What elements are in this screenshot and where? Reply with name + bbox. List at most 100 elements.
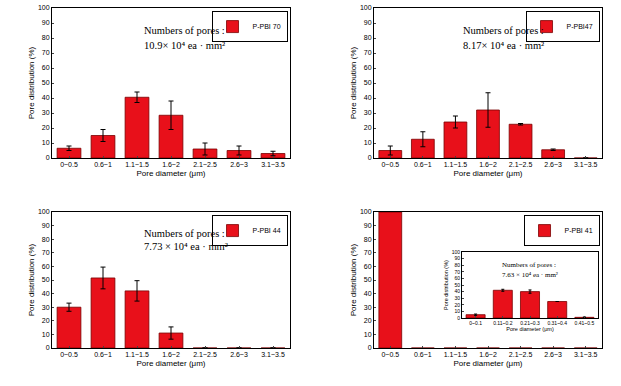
svg-text:100: 100 — [360, 208, 372, 215]
svg-text:60: 60 — [42, 263, 50, 270]
svg-text:100: 100 — [360, 4, 372, 11]
svg-text:50: 50 — [454, 282, 460, 288]
svg-text:0: 0 — [457, 315, 460, 321]
svg-text:Numbers of pores :: Numbers of pores : — [144, 228, 225, 239]
svg-text:1.6~2: 1.6~2 — [479, 161, 497, 168]
svg-text:2.1~2.5: 2.1~2.5 — [509, 351, 533, 358]
svg-text:Numbers of pores :: Numbers of pores : — [502, 261, 556, 269]
svg-text:90: 90 — [364, 19, 372, 26]
svg-text:P-PBI 70: P-PBI 70 — [253, 23, 281, 30]
svg-text:50: 50 — [42, 79, 50, 86]
svg-text:1.1~1.5: 1.1~1.5 — [125, 161, 149, 168]
svg-text:P-PBI 41: P-PBI 41 — [565, 227, 593, 234]
svg-text:10: 10 — [364, 139, 372, 146]
svg-text:40: 40 — [42, 94, 50, 101]
svg-text:40: 40 — [364, 290, 372, 297]
svg-text:P-PBI47: P-PBI47 — [567, 23, 593, 30]
svg-text:7.73 × 10⁴ ea · mm²: 7.73 × 10⁴ ea · mm² — [144, 241, 228, 252]
svg-text:30: 30 — [42, 304, 50, 311]
svg-text:50: 50 — [364, 79, 372, 86]
svg-text:2.1~2.5: 2.1~2.5 — [193, 161, 217, 168]
svg-text:3.1~3.5: 3.1~3.5 — [261, 161, 285, 168]
svg-text:0~0.5: 0~0.5 — [381, 351, 399, 358]
svg-text:0.6~1: 0.6~1 — [94, 351, 112, 358]
svg-text:50: 50 — [364, 276, 372, 283]
svg-text:20: 20 — [42, 317, 50, 324]
svg-text:Pore diameter (μm): Pore diameter (μm) — [136, 359, 205, 368]
svg-text:70: 70 — [42, 249, 50, 256]
svg-text:1.1~1.5: 1.1~1.5 — [444, 161, 468, 168]
svg-text:70: 70 — [42, 49, 50, 56]
svg-text:10: 10 — [364, 331, 372, 338]
svg-text:70: 70 — [364, 49, 372, 56]
svg-text:2.6~3: 2.6~3 — [230, 351, 248, 358]
svg-text:0~0.1: 0~0.1 — [469, 320, 482, 326]
svg-text:100: 100 — [38, 208, 50, 215]
svg-text:0.6~1: 0.6~1 — [414, 161, 432, 168]
svg-text:2.6~3: 2.6~3 — [544, 161, 562, 168]
svg-text:80: 80 — [364, 236, 372, 243]
svg-text:90: 90 — [42, 19, 50, 26]
svg-text:3.1~3.5: 3.1~3.5 — [574, 351, 598, 358]
svg-text:10: 10 — [42, 139, 50, 146]
svg-text:100: 100 — [452, 249, 461, 255]
svg-text:0: 0 — [368, 344, 372, 351]
svg-text:1.6~2: 1.6~2 — [162, 351, 180, 358]
svg-text:2.6~3: 2.6~3 — [230, 161, 248, 168]
svg-text:0: 0 — [368, 154, 372, 161]
svg-text:3.1~3.5: 3.1~3.5 — [574, 161, 598, 168]
svg-text:0~0.5: 0~0.5 — [60, 351, 78, 358]
svg-text:90: 90 — [364, 222, 372, 229]
svg-text:0: 0 — [46, 344, 50, 351]
svg-text:Pore distribution (%): Pore distribution (%) — [27, 46, 36, 119]
svg-text:30: 30 — [364, 109, 372, 116]
svg-text:8.17× 10⁴ ea · mm²: 8.17× 10⁴ ea · mm² — [463, 40, 544, 51]
svg-text:1.6~2: 1.6~2 — [479, 351, 497, 358]
svg-text:10: 10 — [454, 308, 460, 314]
svg-text:0.41~0.5: 0.41~0.5 — [575, 320, 595, 326]
svg-text:40: 40 — [454, 288, 460, 294]
svg-text:7.63 × 10⁴ ea · mm²: 7.63 × 10⁴ ea · mm² — [502, 271, 558, 279]
svg-text:60: 60 — [42, 64, 50, 71]
svg-text:Numbers of pores :: Numbers of pores : — [463, 25, 544, 36]
svg-text:80: 80 — [42, 236, 50, 243]
svg-text:1.6~2: 1.6~2 — [162, 161, 180, 168]
svg-text:100: 100 — [38, 4, 50, 11]
svg-text:Pore distribution (%): Pore distribution (%) — [349, 46, 358, 119]
svg-text:Pore distribution (%): Pore distribution (%) — [27, 243, 36, 316]
svg-text:P-PBI 44: P-PBI 44 — [253, 227, 281, 234]
svg-text:3.1~3.5: 3.1~3.5 — [261, 351, 285, 358]
svg-text:0.6~1: 0.6~1 — [94, 161, 112, 168]
svg-text:70: 70 — [454, 269, 460, 275]
svg-text:0~0.5: 0~0.5 — [60, 161, 78, 168]
svg-text:2.1~2.5: 2.1~2.5 — [193, 351, 217, 358]
svg-text:1.1~1.5: 1.1~1.5 — [444, 351, 468, 358]
svg-text:0.6~1: 0.6~1 — [414, 351, 432, 358]
svg-text:0: 0 — [46, 154, 50, 161]
svg-text:Pore diameter (μm): Pore diameter (μm) — [453, 359, 522, 368]
svg-text:20: 20 — [42, 124, 50, 131]
svg-text:2.6~3: 2.6~3 — [544, 351, 562, 358]
svg-text:80: 80 — [364, 34, 372, 41]
svg-text:0.11~0.2: 0.11~0.2 — [493, 320, 512, 326]
svg-text:30: 30 — [364, 304, 372, 311]
svg-text:20: 20 — [454, 302, 460, 308]
svg-text:40: 40 — [364, 94, 372, 101]
svg-text:10: 10 — [42, 331, 50, 338]
svg-text:60: 60 — [454, 275, 460, 281]
svg-text:30: 30 — [42, 109, 50, 116]
svg-text:80: 80 — [454, 262, 460, 268]
svg-text:0.21~0.3: 0.21~0.3 — [520, 320, 540, 326]
svg-text:Numbers of pores :: Numbers of pores : — [144, 25, 225, 36]
svg-text:Pore distribution (%): Pore distribution (%) — [443, 260, 449, 310]
svg-text:20: 20 — [364, 124, 372, 131]
svg-text:10.9× 10⁴ ea · mm²: 10.9× 10⁴ ea · mm² — [144, 40, 225, 51]
svg-text:1.1~1.5: 1.1~1.5 — [125, 351, 149, 358]
svg-text:Pore diameter (μm): Pore diameter (μm) — [453, 169, 522, 178]
svg-text:90: 90 — [454, 255, 460, 261]
svg-text:0.31~0.4: 0.31~0.4 — [547, 320, 567, 326]
svg-text:60: 60 — [364, 263, 372, 270]
svg-text:Pore diameter (μm): Pore diameter (μm) — [506, 326, 554, 332]
svg-text:Pore distribution (%): Pore distribution (%) — [349, 243, 358, 316]
svg-text:40: 40 — [42, 290, 50, 297]
